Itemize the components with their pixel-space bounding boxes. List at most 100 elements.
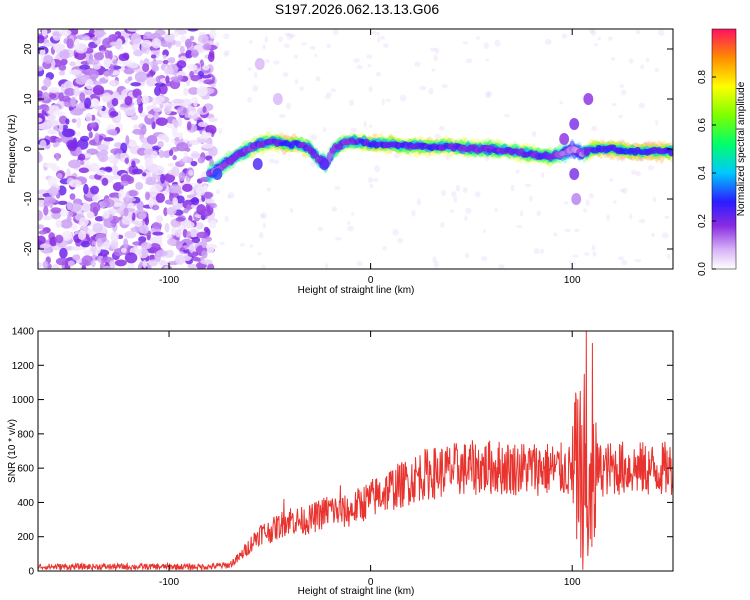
noise-blob (183, 88, 189, 96)
noise-blob (529, 195, 533, 202)
noise-blob (185, 50, 193, 59)
y-tick-label: 800 (17, 429, 34, 440)
noise-blob (215, 43, 220, 48)
y-tick-label: 400 (17, 498, 34, 509)
noise-blob (173, 119, 179, 128)
colorbar-gradient (711, 28, 737, 270)
noise-blob (515, 225, 523, 229)
noise-blob (197, 34, 209, 45)
noise-blob (592, 251, 597, 257)
noise-blob (524, 183, 532, 188)
noise-blob (382, 246, 388, 251)
noise-blob (348, 99, 355, 106)
noise-blob (371, 31, 378, 35)
noise-blob (583, 208, 588, 213)
noise-blob (103, 265, 112, 269)
noise-blob (268, 158, 275, 164)
noise-blob (322, 126, 327, 133)
noise-blob (153, 107, 163, 113)
noise-blob (419, 85, 427, 91)
noise-blob (85, 113, 93, 122)
noise-blob (139, 224, 150, 234)
noise-blob (157, 140, 164, 148)
noise-blob (199, 208, 213, 217)
noise-blob (143, 148, 154, 156)
noise-blob (210, 83, 216, 89)
snr-frame (37, 330, 674, 572)
noise-blob (584, 252, 590, 256)
noise-blob (136, 200, 144, 211)
noise-blob (462, 186, 468, 194)
noise-blob (282, 71, 289, 78)
noise-blob (65, 118, 70, 125)
noise-blob (69, 61, 76, 67)
noise-blob (154, 95, 166, 103)
noise-blob (465, 207, 472, 214)
noise-blob (247, 67, 252, 71)
noise-blob (55, 257, 69, 266)
noise-blob (128, 140, 137, 148)
noise-blob (476, 36, 481, 40)
noise-blob (201, 143, 214, 149)
noise-blob (606, 214, 610, 221)
noise-blob (181, 183, 193, 192)
noise-blob (208, 117, 218, 123)
y-tick-label: 1400 (12, 327, 35, 338)
artifact-blob (272, 93, 283, 105)
noise-blob (59, 247, 68, 259)
noise-blob (154, 82, 166, 87)
noise-blob (249, 244, 254, 248)
noise-blob (88, 122, 97, 128)
noise-blob (553, 232, 558, 237)
noise-blob (39, 48, 46, 57)
noise-blob (239, 243, 246, 247)
noise-blob (189, 35, 195, 41)
noise-blob (647, 165, 655, 171)
noise-blob (38, 235, 46, 246)
noise-blob (519, 210, 524, 217)
noise-blob (69, 193, 76, 200)
noise-blob (531, 131, 537, 137)
noise-blob (101, 177, 109, 186)
noise-blob (181, 156, 193, 164)
noise-blob (141, 42, 151, 54)
noise-blob (109, 111, 119, 117)
noise-blob (144, 157, 153, 167)
noise-blob (465, 58, 473, 64)
noise-blob (167, 162, 175, 168)
noise-blob (39, 243, 52, 248)
noise-blob (264, 59, 270, 64)
noise-blob (367, 177, 374, 184)
noise-blob (125, 191, 130, 203)
noise-blob (144, 216, 150, 226)
noise-blob (88, 29, 96, 39)
noise-blob (38, 117, 43, 123)
noise-blob (289, 33, 296, 38)
noise-blob (301, 42, 307, 46)
noise-blob (60, 58, 68, 66)
noise-blob (131, 160, 136, 168)
noise-blob (136, 95, 142, 105)
noise-blob (55, 219, 62, 228)
noise-blob (88, 162, 100, 172)
noise-blob (58, 29, 72, 37)
noise-blob (62, 128, 75, 138)
noise-blob (164, 136, 170, 143)
noise-blob (196, 231, 209, 239)
noise-blob (585, 199, 590, 207)
noise-blob (127, 261, 135, 269)
noise-blob (356, 260, 363, 267)
colorbar-label: Normalized spectral amplitude (736, 81, 747, 216)
noise-blob (261, 264, 266, 269)
noise-blob (645, 57, 650, 63)
noise-blob (119, 151, 127, 162)
noise-blob (247, 97, 253, 103)
x-tick-label: 100 (564, 577, 581, 588)
noise-blob (53, 43, 66, 52)
noise-blob (429, 47, 437, 52)
noise-blob (654, 67, 660, 73)
noise-blob (152, 231, 164, 236)
noise-blob (68, 159, 82, 169)
